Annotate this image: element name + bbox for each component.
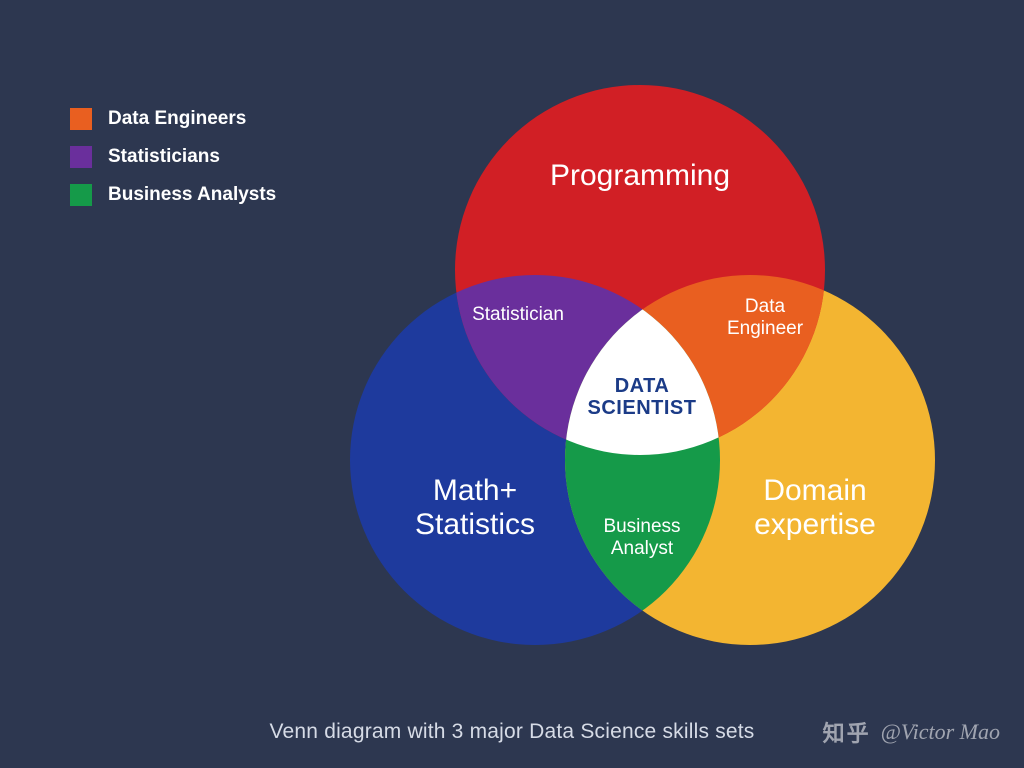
legend-label: Data Engineers bbox=[108, 108, 246, 130]
venn-label-data-engineer: Data bbox=[745, 296, 786, 317]
legend-label: Statisticians bbox=[108, 146, 220, 168]
watermark-handle: @Victor Mao bbox=[881, 719, 1000, 745]
venn-label-business-analyst: Analyst bbox=[611, 538, 674, 559]
venn-label-data-engineer: Engineer bbox=[727, 318, 804, 339]
venn-label-domain: Domain bbox=[763, 474, 866, 507]
watermark-zh: 知乎 bbox=[823, 716, 871, 748]
legend-item-data-engineers: Data Engineers bbox=[70, 108, 276, 130]
venn-diagram: Programming Math+ Statistics Domain expe… bbox=[340, 60, 990, 700]
legend-item-business-analysts: Business Analysts bbox=[70, 184, 276, 206]
venn-label-statistician: Statistician bbox=[472, 304, 564, 325]
venn-label-math: Statistics bbox=[415, 508, 535, 541]
legend-label: Business Analysts bbox=[108, 184, 276, 206]
venn-label-center: DATA bbox=[615, 375, 670, 397]
legend-swatch bbox=[70, 108, 92, 130]
venn-label-domain: expertise bbox=[754, 508, 876, 541]
legend-swatch bbox=[70, 184, 92, 206]
venn-label-center: SCIENTIST bbox=[588, 397, 697, 419]
venn-label-math: Math+ bbox=[433, 474, 517, 507]
venn-label-programming: Programming bbox=[550, 159, 730, 192]
legend-swatch bbox=[70, 146, 92, 168]
venn-label-business-analyst: Business bbox=[603, 516, 680, 537]
watermark: 知乎 @Victor Mao bbox=[823, 716, 1000, 748]
legend: Data Engineers Statisticians Business An… bbox=[70, 108, 276, 222]
legend-item-statisticians: Statisticians bbox=[70, 146, 276, 168]
